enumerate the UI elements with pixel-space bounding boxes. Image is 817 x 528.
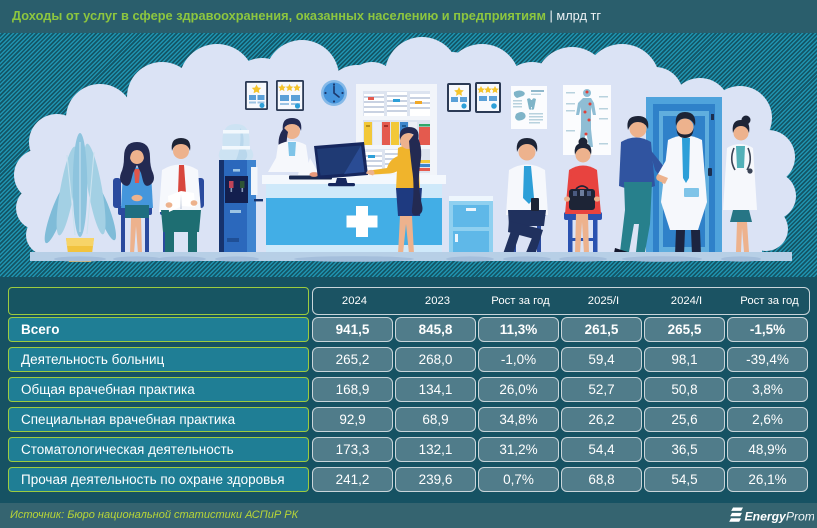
svg-text:EnergyProm: EnergyProm xyxy=(745,510,815,524)
